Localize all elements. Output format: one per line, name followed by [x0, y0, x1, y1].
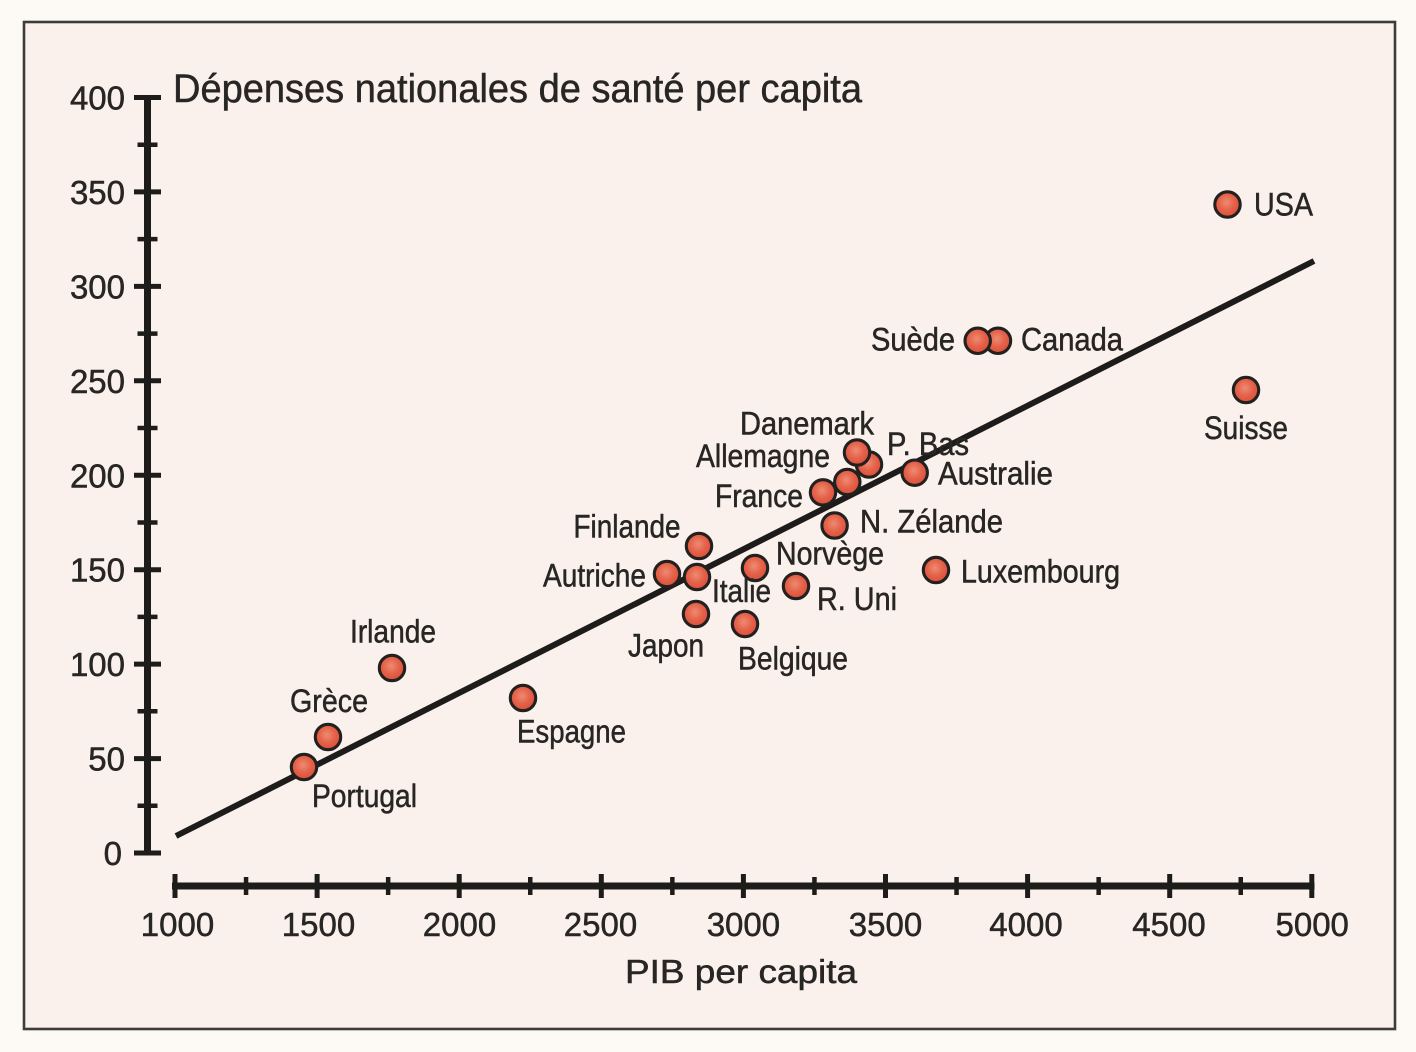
svg-text:Allemagne: Allemagne	[696, 438, 830, 474]
svg-text:1500: 1500	[282, 906, 355, 943]
svg-text:Japon: Japon	[628, 628, 704, 664]
svg-text:Portugal: Portugal	[312, 778, 417, 814]
svg-text:PIB per capita: PIB per capita	[625, 953, 858, 990]
svg-text:1000: 1000	[141, 906, 214, 943]
svg-text:P. Bas: P. Bas	[887, 426, 969, 462]
svg-text:Suède: Suède	[871, 322, 955, 358]
svg-text:France: France	[715, 478, 803, 514]
svg-text:2500: 2500	[564, 906, 637, 943]
svg-text:R. Uni: R. Uni	[817, 581, 897, 617]
svg-text:Belgique: Belgique	[738, 641, 848, 677]
svg-text:0: 0	[104, 835, 122, 872]
svg-text:50: 50	[88, 741, 125, 778]
svg-text:5000: 5000	[1275, 906, 1348, 943]
svg-text:USA: USA	[1254, 187, 1314, 223]
svg-text:2000: 2000	[423, 906, 496, 943]
svg-text:350: 350	[70, 174, 125, 211]
svg-text:Canada: Canada	[1021, 322, 1123, 358]
svg-text:250: 250	[70, 363, 125, 400]
svg-text:3500: 3500	[849, 906, 922, 943]
svg-text:Espagne: Espagne	[517, 714, 626, 750]
svg-text:200: 200	[70, 457, 125, 494]
svg-text:Danemark: Danemark	[740, 406, 875, 442]
svg-text:Australie: Australie	[938, 456, 1053, 492]
svg-text:N. Zélande: N. Zélande	[860, 504, 1003, 540]
svg-text:Norvège: Norvège	[776, 536, 884, 572]
svg-text:Finlande: Finlande	[574, 509, 681, 545]
svg-text:150: 150	[70, 552, 125, 589]
svg-text:4500: 4500	[1132, 906, 1205, 943]
svg-text:Italie: Italie	[712, 573, 771, 609]
svg-text:Luxembourg: Luxembourg	[961, 554, 1120, 590]
svg-text:3000: 3000	[707, 906, 780, 943]
svg-text:400: 400	[70, 80, 125, 117]
svg-text:Autriche: Autriche	[543, 558, 646, 594]
svg-text:Irlande: Irlande	[350, 614, 436, 650]
svg-text:4000: 4000	[989, 906, 1062, 943]
svg-text:300: 300	[70, 268, 125, 305]
svg-text:Suisse: Suisse	[1204, 410, 1288, 446]
svg-text:Grèce: Grèce	[290, 683, 368, 719]
svg-text:Dépenses nationales de santé p: Dépenses nationales de santé per capita	[173, 67, 863, 111]
svg-text:100: 100	[70, 646, 125, 683]
